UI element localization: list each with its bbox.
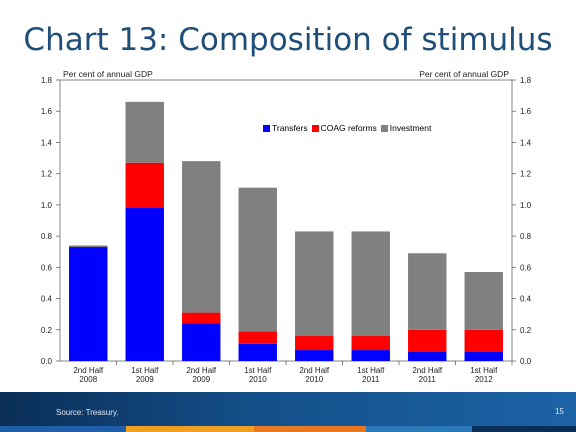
legend-item-coag-reforms: COAG reforms	[311, 123, 377, 133]
y-tick-label-left: 1.6	[41, 107, 53, 116]
legend-label-investment: Investment	[389, 123, 432, 133]
x-tick-label: 2012	[475, 375, 493, 384]
x-tick-label: 1st Half	[470, 366, 498, 375]
legend-swatch-investment	[380, 124, 388, 132]
bar-transfers	[295, 350, 334, 361]
y-tick-label-right: 1.0	[520, 201, 532, 210]
bar-transfers	[238, 343, 277, 361]
y-tick-label-left: 0.0	[41, 357, 53, 366]
y-tick-label-left: 1.2	[41, 170, 53, 179]
legend-label-transfers: Transfers	[272, 123, 308, 133]
footer-stripe	[126, 426, 254, 432]
x-tick-label: 2nd Half	[299, 366, 330, 375]
x-tick-label: 2011	[419, 375, 437, 384]
footer-stripe	[366, 426, 472, 432]
bar-investment	[125, 101, 164, 163]
x-tick-label: 2nd Half	[412, 366, 443, 375]
y-tick-label-right: 1.2	[520, 170, 532, 179]
x-tick-label: 1st Half	[357, 366, 385, 375]
bar-investment	[408, 253, 447, 330]
y-tick-label-right: 1.6	[520, 107, 532, 116]
bar-coag-reforms	[351, 336, 390, 351]
source-note: Source: Treasury.	[56, 408, 119, 417]
bar-investment	[464, 272, 503, 330]
legend-label-coag-reforms: COAG reforms	[320, 123, 377, 133]
legend-swatch-coag-reforms	[311, 124, 319, 132]
x-tick-label: 2nd Half	[73, 366, 104, 375]
y-tick-label-left: 0.4	[41, 295, 53, 304]
bar-coag-reforms	[125, 162, 164, 209]
footer-stripe	[472, 426, 576, 432]
y-tick-label-right: 0.2	[520, 326, 532, 335]
y-tick-label-right: 1.4	[520, 138, 532, 147]
bar-transfers	[408, 351, 447, 361]
y-tick-label-left: 1.8	[41, 76, 53, 85]
x-tick-label: 1st Half	[131, 366, 159, 375]
bar-investment	[182, 161, 221, 313]
y-tick-label-right: 0.4	[520, 295, 532, 304]
bar-transfers	[464, 351, 503, 361]
x-tick-label: 2011	[362, 375, 380, 384]
legend-swatch-transfers	[263, 124, 270, 132]
y-tick-label-left: 1.0	[41, 201, 53, 210]
bar-transfers	[69, 247, 108, 361]
y-axis-label-left: Per cent of annual GDP	[63, 69, 153, 79]
bar-investment	[295, 231, 334, 337]
bar-coag-reforms	[182, 312, 221, 324]
bar-investment	[69, 245, 108, 248]
x-tick-label: 2nd Half	[186, 366, 217, 375]
y-tick-label-left: 0.6	[41, 263, 53, 272]
footer-bar	[0, 392, 576, 426]
x-tick-label: 2009	[192, 375, 210, 384]
y-tick-label-right: 1.8	[520, 76, 532, 85]
y-tick-label-right: 0.0	[520, 357, 532, 366]
x-tick-label: 2010	[305, 375, 323, 384]
footer-stripe	[0, 426, 126, 432]
legend-item-transfers: Transfers	[263, 123, 308, 133]
bar-transfers	[125, 208, 164, 361]
bar-transfers	[351, 350, 390, 361]
bar-coag-reforms	[408, 329, 447, 352]
y-tick-label-right: 0.6	[520, 263, 532, 272]
stacked-bar-chart: 0.0 0.0 0.2 0.2 0.4 0.4 0.6 0.6 0.8 0.8 1.0 1.0 1.2 1…	[41, 69, 532, 384]
y-tick-label-left: 1.4	[41, 138, 53, 147]
bar-coag-reforms	[464, 329, 503, 352]
legend-item-investment: Investment	[380, 123, 432, 133]
y-tick-label-right: 0.8	[520, 232, 532, 241]
bar-coag-reforms	[295, 336, 334, 351]
y-tick-label-left: 0.8	[41, 232, 53, 241]
x-tick-label: 2008	[79, 375, 97, 384]
x-tick-label: 2010	[249, 375, 267, 384]
bar-investment	[351, 231, 390, 337]
bar-coag-reforms	[238, 331, 277, 344]
bar-investment	[238, 187, 277, 332]
x-tick-label: 2009	[136, 375, 154, 384]
page-number: 15	[555, 407, 564, 416]
x-tick-label: 1st Half	[244, 366, 272, 375]
y-tick-label-left: 0.2	[41, 326, 53, 335]
bar-transfers	[182, 323, 221, 361]
page-title: Chart 13: Composition of stimulus	[23, 22, 553, 58]
y-axis-label-right: Per cent of annual GDP	[419, 69, 509, 79]
footer-stripe	[254, 426, 366, 432]
chart-legend: Transfers COAG reforms Investment	[263, 123, 435, 133]
